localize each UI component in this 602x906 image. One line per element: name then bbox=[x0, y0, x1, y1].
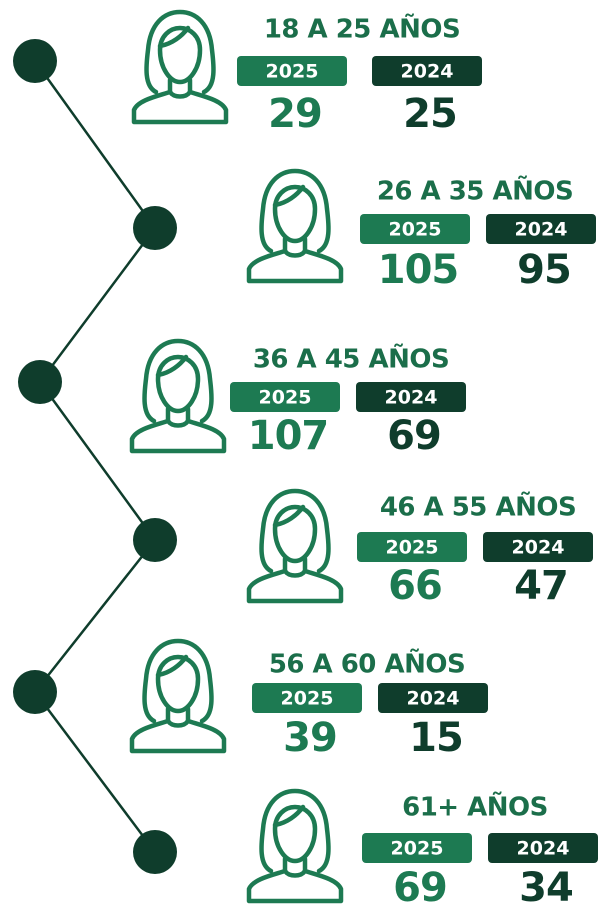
count-value: 105 bbox=[378, 247, 459, 293]
age-group: 61+ AÑOS 2025 69 2024 34 bbox=[249, 791, 598, 906]
year-label: 2025 bbox=[259, 387, 312, 409]
dot bbox=[13, 670, 57, 714]
woman-icon bbox=[249, 791, 341, 901]
dot bbox=[133, 830, 177, 874]
count-value: 47 bbox=[514, 563, 568, 609]
age-group: 36 A 45 AÑOS 2025 107 2024 69 bbox=[132, 341, 466, 459]
dot bbox=[13, 39, 57, 83]
count-value: 39 bbox=[283, 715, 337, 761]
age-group: 56 A 60 AÑOS 2025 39 2024 15 bbox=[132, 641, 488, 761]
dot bbox=[18, 360, 62, 404]
count-value: 107 bbox=[248, 413, 329, 459]
age-label: 46 A 55 AÑOS bbox=[380, 491, 576, 523]
count-value: 25 bbox=[403, 91, 457, 137]
count-value: 29 bbox=[268, 91, 322, 137]
year-label: 2025 bbox=[266, 61, 319, 83]
woman-icon bbox=[132, 641, 224, 751]
year-label: 2024 bbox=[517, 838, 570, 860]
year-badge bbox=[357, 532, 467, 562]
year-label: 2024 bbox=[407, 688, 460, 710]
woman-icon bbox=[249, 171, 341, 281]
dot bbox=[133, 518, 177, 562]
age-label: 18 A 25 AÑOS bbox=[264, 13, 460, 45]
age-label: 61+ AÑOS bbox=[402, 791, 548, 823]
count-value: 69 bbox=[393, 865, 447, 906]
year-label: 2025 bbox=[389, 219, 442, 241]
year-label: 2025 bbox=[386, 537, 439, 559]
age-group: 26 A 35 AÑOS 2025 105 2024 95 bbox=[249, 171, 596, 293]
count-value: 95 bbox=[517, 247, 571, 293]
age-label: 36 A 45 AÑOS bbox=[253, 343, 449, 375]
count-value: 15 bbox=[409, 715, 463, 761]
year-badge bbox=[356, 382, 466, 412]
year-label: 2024 bbox=[385, 387, 438, 409]
woman-icon bbox=[132, 341, 224, 451]
age-group: 18 A 25 AÑOS 2025 29 2024 25 bbox=[134, 12, 482, 137]
timeline bbox=[33, 60, 157, 853]
woman-icon bbox=[134, 12, 226, 122]
count-value: 34 bbox=[519, 865, 573, 906]
year-label: 2024 bbox=[401, 61, 454, 83]
year-badge bbox=[483, 532, 593, 562]
age-label: 26 A 35 AÑOS bbox=[377, 175, 573, 207]
age-label: 56 A 60 AÑOS bbox=[269, 648, 465, 680]
year-badge bbox=[378, 683, 488, 713]
year-badge bbox=[230, 382, 340, 412]
year-badge bbox=[252, 683, 362, 713]
age-group: 46 A 55 AÑOS 2025 66 2024 47 bbox=[249, 491, 593, 609]
year-label: 2024 bbox=[515, 219, 568, 241]
year-label: 2025 bbox=[281, 688, 334, 710]
count-value: 66 bbox=[388, 563, 442, 609]
year-badge bbox=[372, 56, 482, 86]
year-badge bbox=[237, 56, 347, 86]
year-badge bbox=[486, 214, 596, 244]
year-badge bbox=[488, 833, 598, 863]
dot bbox=[133, 206, 177, 250]
year-badge bbox=[362, 833, 472, 863]
timeline-dots bbox=[13, 39, 177, 874]
year-label: 2025 bbox=[391, 838, 444, 860]
year-label: 2024 bbox=[512, 537, 565, 559]
year-badge bbox=[360, 214, 470, 244]
count-value: 69 bbox=[387, 413, 441, 459]
woman-icon bbox=[249, 491, 341, 601]
